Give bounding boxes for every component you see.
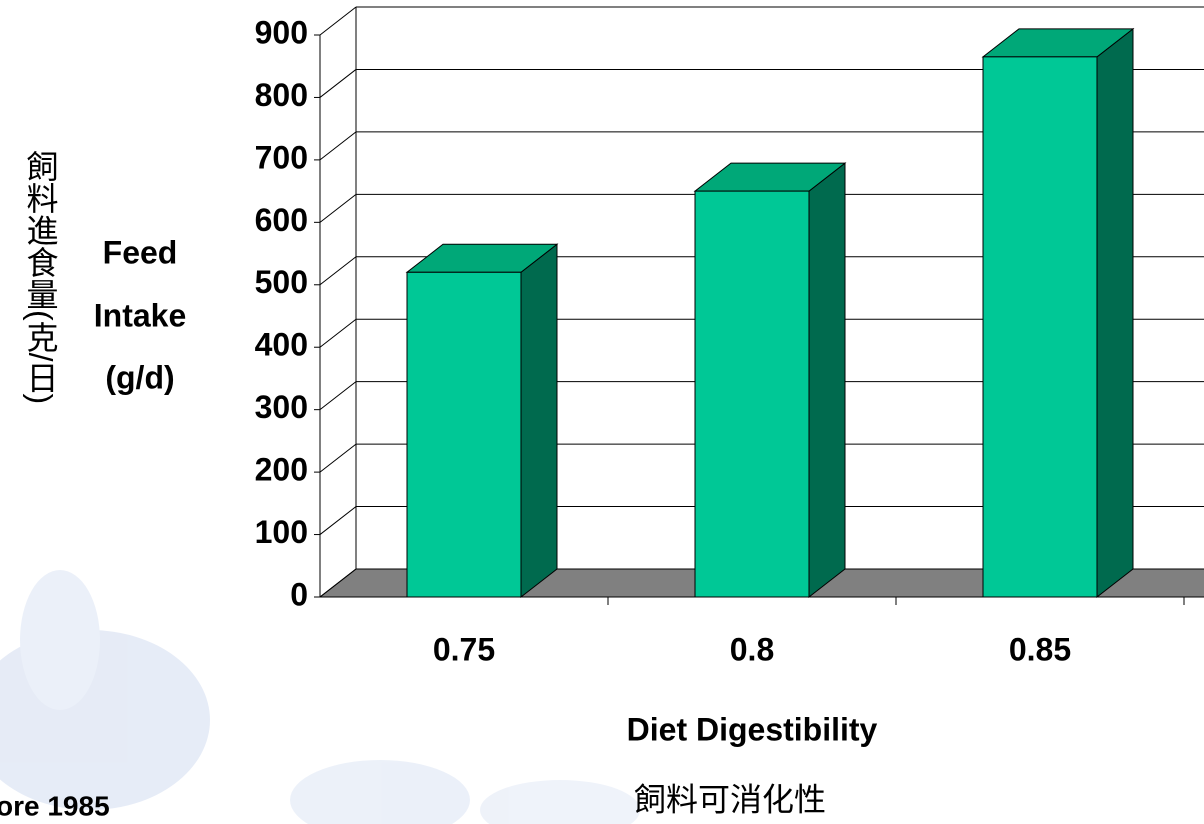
- y-axis-title: (g/d): [105, 359, 174, 395]
- y-tick-label: 900: [255, 14, 308, 50]
- y-tick-label: 100: [255, 514, 308, 550]
- y-tick-label: 0: [290, 576, 308, 612]
- grid-line: [319, 256, 357, 286]
- source: ore 1985: [0, 790, 110, 821]
- y-tick-label: 300: [255, 389, 308, 425]
- y-tick-label: 800: [255, 77, 308, 113]
- y-tick-label: 700: [255, 139, 308, 175]
- y-axis-title: Feed: [103, 234, 178, 270]
- y-tick-label: 600: [255, 202, 308, 238]
- y-tick-label: 500: [255, 264, 308, 300]
- x-axis-title: Diet Digestibility: [627, 711, 878, 747]
- grid-line: [319, 6, 357, 36]
- grid-line: [319, 193, 357, 223]
- bar-side: [808, 162, 846, 599]
- plot-area: 0 100 200 300 400 500 600 700 800 900 0.75 0.8 0.85: [255, 6, 1204, 667]
- grid-line: [319, 318, 357, 348]
- x-tick-label: 0.8: [730, 631, 774, 667]
- y-axis-title-zh: 飼料進食量(克/日): [23, 150, 59, 404]
- bar-side: [520, 243, 558, 599]
- grid-line: [319, 568, 357, 598]
- y-axis-title: Intake: [94, 297, 186, 333]
- bar: [405, 243, 559, 599]
- watermark: [0, 570, 640, 824]
- x-axis-title-zh: 飼料可消化性: [634, 781, 826, 817]
- bar-front: [982, 56, 1098, 598]
- grid-line: [319, 443, 357, 473]
- grid-line: [319, 69, 357, 98]
- bar-front: [406, 271, 522, 598]
- bar-side: [1096, 27, 1134, 599]
- y-tick-label: 400: [255, 327, 308, 363]
- x-tick-label: 0.75: [433, 631, 495, 667]
- grid-line: [319, 381, 357, 411]
- x-tick-label: 0.85: [1009, 631, 1071, 667]
- y-tick-label: 200: [255, 452, 308, 488]
- bar-front: [694, 190, 810, 598]
- grid-line: [319, 131, 357, 161]
- bar: [981, 27, 1135, 599]
- bar: [693, 162, 847, 599]
- grid-line: [319, 506, 357, 535]
